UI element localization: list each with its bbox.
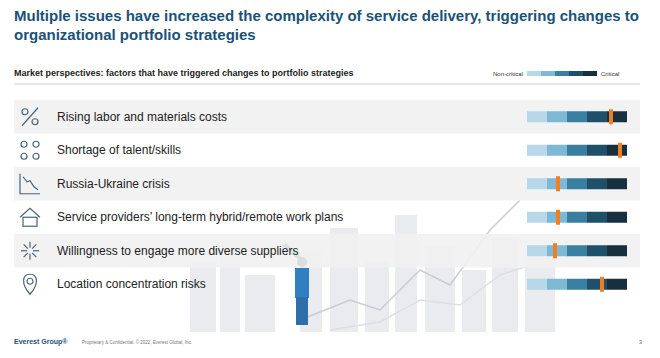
scale-segment bbox=[607, 145, 627, 156]
scale-segment bbox=[607, 178, 627, 189]
scale-segment bbox=[567, 178, 587, 189]
scale-segment bbox=[587, 245, 607, 256]
marker bbox=[600, 277, 604, 292]
building bbox=[190, 262, 216, 332]
scale-segment bbox=[527, 111, 547, 122]
scale-segment bbox=[527, 212, 547, 223]
markers bbox=[553, 109, 622, 292]
marker bbox=[553, 243, 557, 258]
row-shade bbox=[14, 234, 640, 268]
icon-part bbox=[29, 254, 30, 260]
icon-part bbox=[32, 253, 36, 257]
scale-segment bbox=[587, 111, 607, 122]
page-number: 3 bbox=[639, 339, 643, 345]
category-label: Rising labor and materials costs bbox=[57, 110, 227, 124]
icon-part bbox=[33, 250, 39, 251]
category-label: Location concentration risks bbox=[57, 277, 206, 291]
marker bbox=[556, 176, 560, 191]
figure-body bbox=[295, 268, 309, 298]
scale-segment bbox=[567, 279, 587, 290]
marker bbox=[618, 143, 622, 158]
icon-part bbox=[29, 242, 30, 248]
legend: Non-critical Critical bbox=[493, 71, 619, 77]
separator bbox=[14, 84, 640, 85]
legend-swatch bbox=[555, 71, 569, 76]
footer-copyright: Proprietary & Confidential. © 2022, Ever… bbox=[82, 339, 192, 345]
rows bbox=[14, 100, 640, 268]
category-label: Russia-Ukraine crisis bbox=[57, 177, 170, 191]
row-icon bbox=[20, 174, 40, 194]
icon-part bbox=[20, 208, 40, 217]
category-label: Shortage of talent/skills bbox=[57, 143, 181, 157]
building bbox=[245, 275, 275, 332]
building bbox=[395, 215, 417, 332]
icon-part bbox=[33, 141, 39, 147]
scale-segment bbox=[567, 212, 587, 223]
icon-part bbox=[24, 274, 37, 294]
legend-low-label: Non-critical bbox=[493, 71, 523, 77]
icon-part bbox=[24, 253, 28, 257]
row-icon bbox=[21, 141, 39, 159]
icons bbox=[20, 108, 40, 295]
icon-part bbox=[23, 217, 37, 226]
scale-segment bbox=[567, 145, 587, 156]
category-label: Willingness to engage more diverse suppl… bbox=[57, 244, 298, 258]
scale-segment bbox=[607, 212, 627, 223]
row-icon bbox=[21, 242, 39, 260]
subtitle: Market perspectives: factors that have t… bbox=[14, 68, 354, 78]
icon-part bbox=[20, 174, 40, 194]
marker bbox=[609, 109, 613, 124]
slide: Multiple issues have increased the compl… bbox=[0, 0, 660, 358]
scale-segment bbox=[587, 212, 607, 223]
scale-segment bbox=[567, 111, 587, 122]
trend-line bbox=[330, 262, 540, 330]
icon-part bbox=[32, 244, 36, 248]
category-label: Service providers’ long-term hybrid/remo… bbox=[57, 210, 343, 224]
scale-segment bbox=[547, 279, 567, 290]
scale-segment bbox=[587, 145, 607, 156]
legend-swatch bbox=[569, 71, 583, 76]
scale-segment bbox=[527, 178, 547, 189]
scale-segment bbox=[527, 279, 547, 290]
icon-part bbox=[32, 119, 38, 125]
row-icon bbox=[22, 108, 38, 126]
building bbox=[525, 258, 555, 332]
row-shade bbox=[14, 100, 640, 134]
icon-part bbox=[24, 244, 28, 248]
title: Multiple issues have increased the compl… bbox=[14, 7, 639, 43]
category-labels: Rising labor and materials costs Shortage… bbox=[57, 110, 343, 292]
scale-segment bbox=[527, 245, 547, 256]
scale-segment bbox=[587, 178, 607, 189]
scale-segment bbox=[567, 245, 587, 256]
scale-segment bbox=[547, 145, 567, 156]
building bbox=[365, 262, 389, 332]
footer-logo: Everest Group® bbox=[14, 338, 68, 346]
legend-swatch bbox=[527, 71, 541, 76]
legend-high-label: Critical bbox=[601, 71, 619, 77]
legend-swatch bbox=[583, 71, 597, 76]
icon-part bbox=[27, 278, 33, 284]
row-shade bbox=[14, 167, 640, 201]
icon-part bbox=[23, 177, 38, 190]
icon-part bbox=[21, 141, 27, 147]
scale-segment bbox=[607, 245, 627, 256]
icon-part bbox=[22, 109, 28, 115]
icon-part bbox=[21, 250, 27, 251]
marker bbox=[556, 210, 560, 225]
scale-segment bbox=[527, 145, 547, 156]
scale-bars bbox=[527, 111, 627, 290]
scale-segment bbox=[547, 111, 567, 122]
icon-part bbox=[21, 153, 27, 159]
figure-legs bbox=[296, 297, 308, 325]
icon-part bbox=[33, 153, 39, 159]
legend-swatch bbox=[541, 71, 555, 76]
icon-part bbox=[22, 108, 38, 126]
row-icon bbox=[24, 274, 37, 294]
row-icon bbox=[20, 208, 40, 226]
scale-segment bbox=[607, 279, 627, 290]
